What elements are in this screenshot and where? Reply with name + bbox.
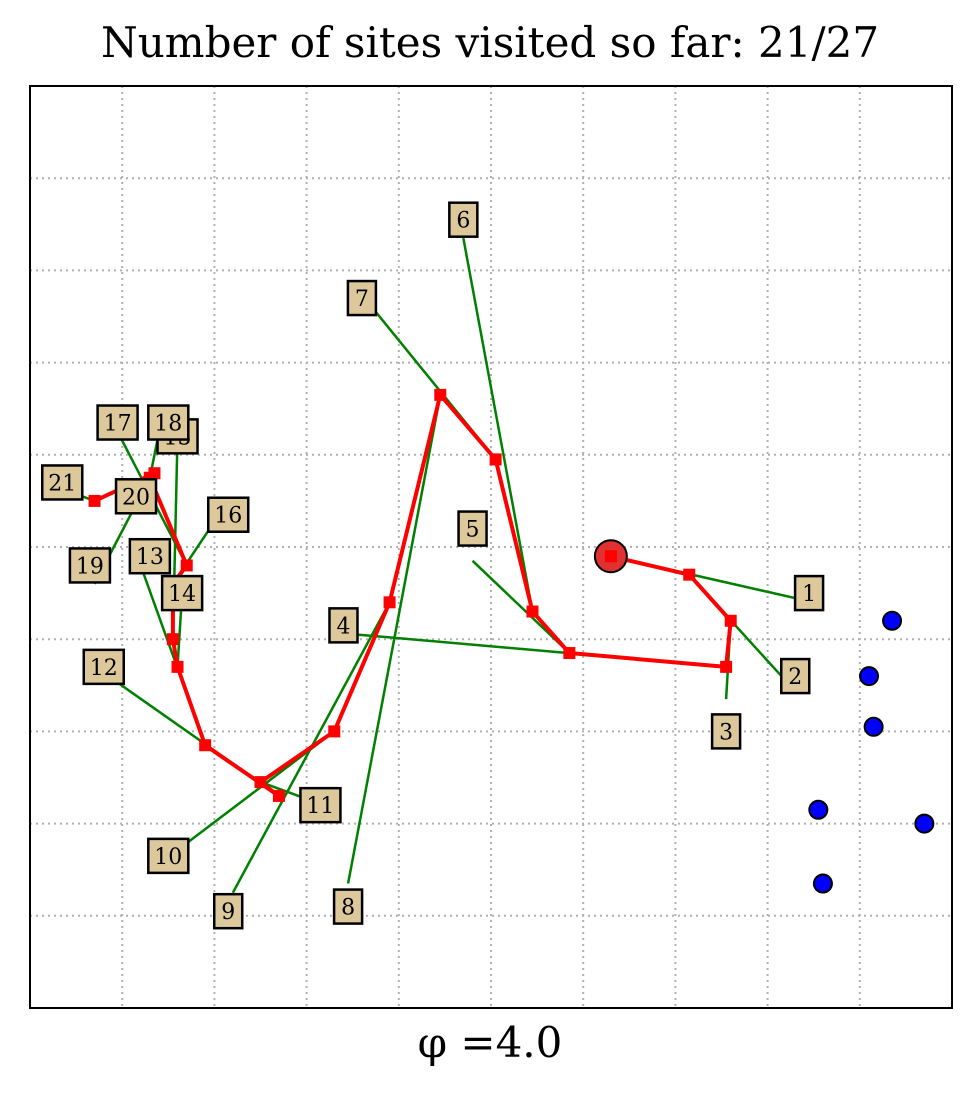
unvisited-site-point [882, 610, 903, 631]
site-label: 8 [341, 896, 355, 921]
site-label: 19 [76, 554, 104, 579]
site-label-box [128, 537, 172, 575]
connector-line [462, 237, 534, 612]
route-vertex [171, 660, 184, 673]
chart-xlabel: φ =4.0 [417, 1018, 563, 1067]
route-vertex [563, 647, 576, 660]
site-label-box [328, 607, 359, 644]
site-label-box [299, 786, 342, 824]
site-label-box [147, 404, 190, 441]
site-label-box [68, 547, 112, 584]
unvisited-site-point [914, 813, 935, 834]
route-vertex [272, 789, 285, 802]
site-label-box [96, 404, 139, 441]
route-vertex [724, 614, 737, 627]
site-label-box [448, 201, 479, 238]
site-label-box [457, 510, 488, 547]
connector-line [346, 394, 442, 884]
unvisited-site-point [859, 666, 880, 687]
site-label: 4 [336, 614, 350, 639]
unvisited-site-point [863, 716, 884, 737]
unvisited-sites [808, 610, 935, 894]
plot-frame [29, 85, 953, 1009]
site-label: 1 [802, 582, 816, 607]
site-label: 16 [214, 504, 242, 529]
site-label: 20 [122, 485, 150, 510]
route-vertex [526, 605, 539, 618]
site-label: 3 [719, 720, 733, 745]
unvisited-site-point [812, 873, 833, 894]
route-vertex [180, 559, 193, 572]
route-vertex [720, 660, 733, 673]
route-vertex [489, 453, 502, 466]
site-label-box [710, 713, 742, 750]
site-label: 13 [136, 545, 164, 570]
site-label-box [114, 478, 158, 515]
site-label-box [41, 464, 84, 501]
site-label-box [780, 657, 811, 695]
grid-lines [30, 86, 952, 1008]
site-label-box [212, 892, 244, 930]
site-label: 10 [154, 845, 182, 870]
chart-title: Number of sites visited so far: 21/27 [100, 18, 880, 67]
route-vertex [383, 596, 396, 609]
site-label: 17 [104, 412, 132, 437]
site-label-box [147, 837, 190, 875]
site-label-box [793, 574, 825, 612]
site-label-box [206, 496, 250, 533]
site-label: 6 [456, 209, 470, 234]
start-vertex [604, 550, 617, 563]
route-vertex [166, 633, 179, 646]
site-labels: 123456789101112131415161718192021 [41, 201, 825, 930]
site-label-box [82, 648, 126, 686]
site-label: 9 [221, 900, 235, 925]
site-label: 21 [48, 471, 76, 496]
unvisited-site-point [808, 799, 829, 820]
route-vertex [199, 739, 212, 752]
site-label: 11 [306, 794, 334, 819]
site-label: 7 [355, 287, 369, 312]
site-label: 2 [788, 665, 802, 690]
site-label: 14 [168, 582, 196, 607]
site-label-box [160, 574, 204, 612]
site-label-box [332, 888, 364, 925]
route-vertex [683, 568, 696, 581]
route-vertex [254, 776, 267, 789]
site-label-box [346, 279, 378, 317]
route-vertex [148, 467, 161, 480]
route-path [88, 388, 737, 802]
site-label: 18 [154, 412, 182, 437]
route-vertex [434, 388, 447, 401]
route-vertex [88, 494, 101, 507]
route-vertex [328, 725, 341, 738]
site-label: 5 [466, 518, 480, 543]
site-label: 12 [90, 656, 118, 681]
